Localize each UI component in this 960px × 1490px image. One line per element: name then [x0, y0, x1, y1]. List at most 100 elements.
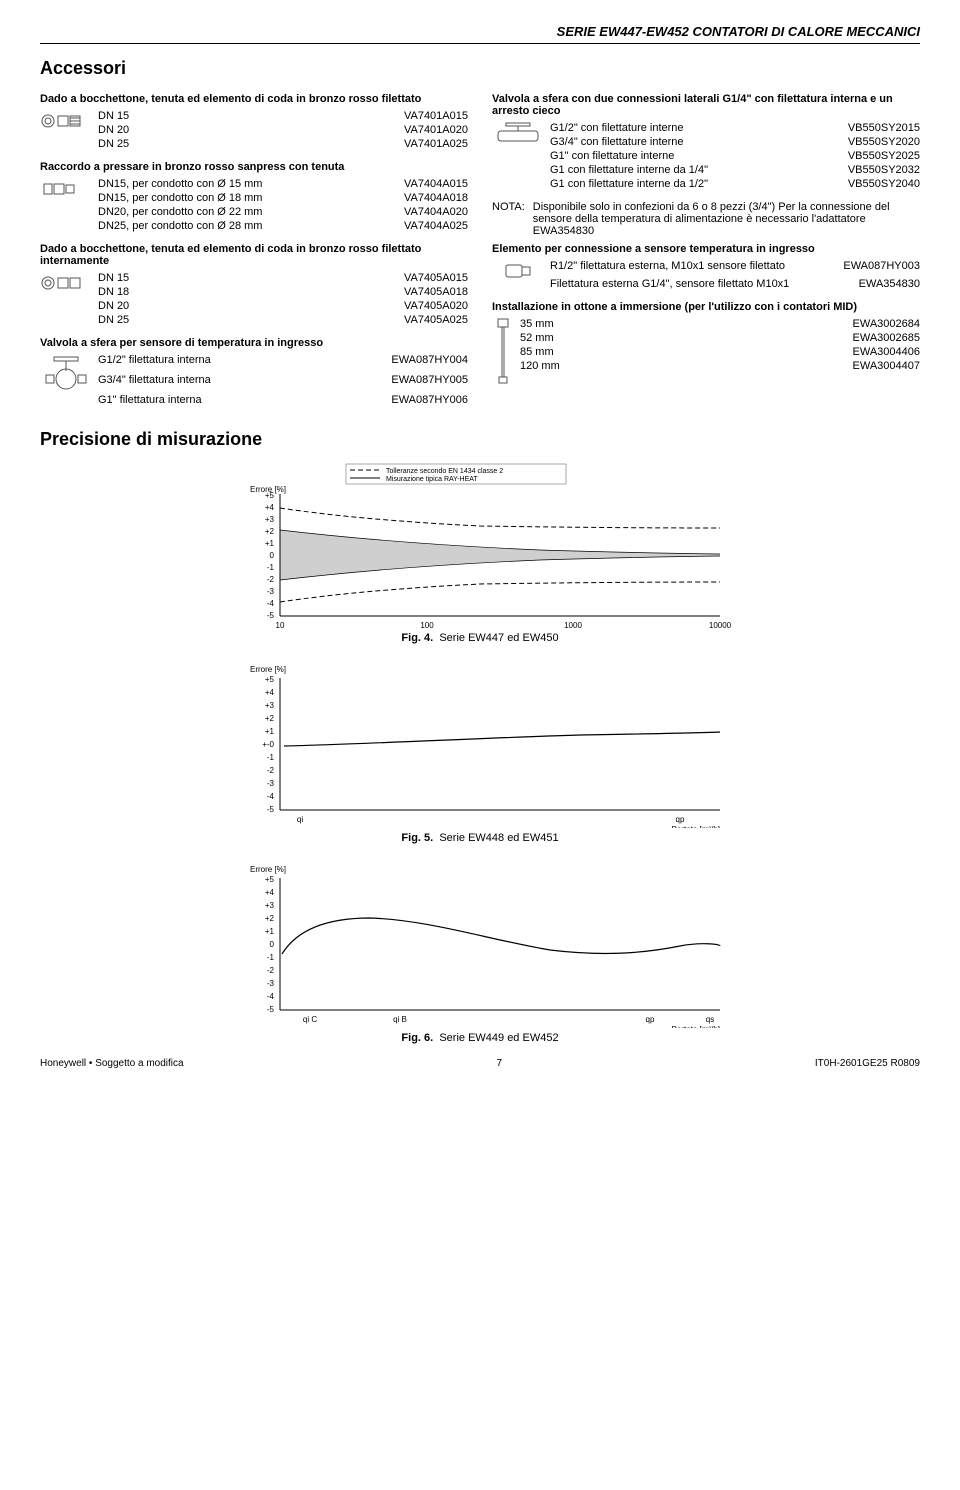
- svg-text:10000: 10000: [709, 621, 732, 628]
- right-b2-title: Elemento per connessione a sensore tempe…: [492, 243, 920, 255]
- immersion-sleeve-icon: [492, 317, 514, 387]
- list-item: G1 con filettature interne da 1/4"VB550S…: [550, 163, 920, 177]
- footer-left: Honeywell • Soggetto a modifica: [40, 1058, 184, 1069]
- svg-text:+2: +2: [265, 527, 275, 536]
- svg-text:qp: qp: [676, 815, 685, 824]
- svg-text:+3: +3: [265, 701, 275, 710]
- svg-text:-2: -2: [267, 575, 275, 584]
- nota-tag: NOTA:: [492, 201, 525, 237]
- svg-text:-4: -4: [267, 599, 275, 608]
- right-b1-title: Valvola a sfera con due connessioni late…: [492, 93, 920, 117]
- list-item: 85 mmEWA3004406: [520, 345, 920, 359]
- left-b2-title: Raccordo a pressare in bronzo rosso sanp…: [40, 161, 468, 173]
- left-b1-title: Dado a bocchettone, tenuta ed elemento d…: [40, 93, 468, 105]
- svg-text:qi B: qi B: [393, 1015, 407, 1024]
- svg-text:Errore [%]: Errore [%]: [250, 865, 286, 874]
- list-item: Filettatura esterna G1/4", sensore filet…: [550, 277, 920, 291]
- chart-fig6: Errore [%] +5 +4 +3 +2 +1 0 -1 -2 -3 -4 …: [200, 858, 760, 1028]
- press-fitting-icon: [40, 177, 92, 201]
- svg-text:-2: -2: [267, 966, 275, 975]
- svg-text:-5: -5: [267, 611, 275, 620]
- ball-valve-icon: [40, 353, 92, 401]
- svg-text:+5: +5: [265, 675, 275, 684]
- svg-text:+1: +1: [265, 539, 275, 548]
- svg-text:-3: -3: [267, 979, 275, 988]
- svg-text:-3: -3: [267, 587, 275, 596]
- left-b3-title: Dado a bocchettone, tenuta ed elemento d…: [40, 243, 468, 267]
- svg-text:-2: -2: [267, 766, 275, 775]
- svg-text:Portata [m³/h]: Portata [m³/h]: [672, 825, 720, 828]
- svg-text:-4: -4: [267, 992, 275, 1001]
- list-item: G1" filettatura internaEWA087HY006: [98, 393, 468, 407]
- list-item: G3/4" con filettature interneVB550SY2020: [550, 135, 920, 149]
- svg-text:qi: qi: [297, 815, 303, 824]
- nota-block: NOTA: Disponibile solo in confezioni da …: [492, 201, 920, 237]
- chart-fig4: Tolleranze secondo EN 1434 classe 2 Misu…: [200, 458, 760, 628]
- svg-text:+-0: +-0: [262, 740, 274, 749]
- svg-text:+3: +3: [265, 901, 275, 910]
- svg-text:Tolleranze secondo EN 1434 cla: Tolleranze secondo EN 1434 classe 2: [386, 468, 503, 475]
- fitting-internal-icon: [40, 271, 92, 295]
- list-item: DN15, per condotto con Ø 15 mmVA7404A015: [98, 177, 468, 191]
- footer-page-number: 7: [496, 1058, 502, 1069]
- list-item: DN20, per condotto con Ø 22 mmVA7404A020: [98, 205, 468, 219]
- svg-text:Errore [%]: Errore [%]: [250, 485, 286, 494]
- list-item: DN25, per condotto con Ø 28 mmVA7404A025: [98, 219, 468, 233]
- nota-text: Disponibile solo in confezioni da 6 o 8 …: [533, 201, 920, 237]
- section-precisione-title: Precisione di misurazione: [40, 429, 920, 450]
- list-item: R1/2" filettatura esterna, M10x1 sensore…: [550, 259, 920, 273]
- ball-valve-dual-icon: [492, 121, 544, 145]
- svg-text:+1: +1: [265, 727, 275, 736]
- list-item: DN 25VA7405A025: [98, 313, 468, 327]
- list-item: DN 20VA7401A020: [98, 123, 468, 137]
- svg-text:1000: 1000: [564, 621, 582, 628]
- fig5-caption: Fig. 5. Serie EW448 ed EW451: [40, 832, 920, 844]
- svg-text:+2: +2: [265, 914, 275, 923]
- svg-text:+3: +3: [265, 515, 275, 524]
- list-item: G1 con filettature interne da 1/2"VB550S…: [550, 177, 920, 191]
- chart-fig5: Errore [%] +5 +4 +3 +2 +1 +-0 -1 -2 -3 -…: [200, 658, 760, 828]
- svg-text:Errore [%]: Errore [%]: [250, 665, 286, 674]
- fig6-caption: Fig. 6. Serie EW449 ed EW452: [40, 1032, 920, 1044]
- list-item: 35 mmEWA3002684: [520, 317, 920, 331]
- svg-text:100: 100: [420, 621, 434, 628]
- svg-text:+5: +5: [265, 875, 275, 884]
- left-b4-title: Valvola a sfera per sensore di temperatu…: [40, 337, 468, 349]
- svg-text:-5: -5: [267, 1005, 275, 1014]
- list-item: DN 25VA7401A025: [98, 137, 468, 151]
- list-item: DN 15VA7401A015: [98, 109, 468, 123]
- list-item: 120 mmEWA3004407: [520, 359, 920, 373]
- svg-text:+4: +4: [265, 688, 275, 697]
- svg-text:Portata [m³/h]: Portata [m³/h]: [672, 1025, 720, 1028]
- doc-header: SERIE EW447-EW452 CONTATORI DI CALORE ME…: [40, 24, 920, 44]
- list-item: DN 18VA7405A018: [98, 285, 468, 299]
- list-item: G1" con filettature interneVB550SY2025: [550, 149, 920, 163]
- svg-text:+4: +4: [265, 503, 275, 512]
- footer-right: IT0H-2601GE25 R0809: [815, 1058, 920, 1069]
- svg-text:-5: -5: [267, 805, 275, 814]
- list-item: DN 20VA7405A020: [98, 299, 468, 313]
- svg-text:-1: -1: [267, 563, 275, 572]
- svg-text:+4: +4: [265, 888, 275, 897]
- list-item: G1/2" con filettature interneVB550SY2015: [550, 121, 920, 135]
- fig4-caption: Fig. 4. Serie EW447 ed EW450: [40, 632, 920, 644]
- sensor-connector-icon: [492, 259, 544, 283]
- svg-text:qp: qp: [646, 1015, 655, 1024]
- svg-text:0: 0: [270, 940, 275, 949]
- list-item: G1/2" filettatura internaEWA087HY004: [98, 353, 468, 367]
- fitting-icon: [40, 109, 92, 133]
- svg-text:+2: +2: [265, 714, 275, 723]
- list-item: 52 mmEWA3002685: [520, 331, 920, 345]
- page-footer: Honeywell • Soggetto a modifica 7 IT0H-2…: [40, 1058, 920, 1069]
- svg-text:10: 10: [276, 621, 285, 628]
- svg-text:-4: -4: [267, 792, 275, 801]
- svg-text:qs: qs: [706, 1015, 714, 1024]
- svg-text:-3: -3: [267, 779, 275, 788]
- list-item: DN15, per condotto con Ø 18 mmVA7404A018: [98, 191, 468, 205]
- list-item: DN 15VA7405A015: [98, 271, 468, 285]
- svg-text:-1: -1: [267, 753, 275, 762]
- svg-text:Misurazione tipica RAY-HEAT: Misurazione tipica RAY-HEAT: [386, 476, 478, 483]
- section-accessori-title: Accessori: [40, 58, 920, 79]
- right-b3-title: Installazione in ottone a immersione (pe…: [492, 301, 920, 313]
- svg-text:-1: -1: [267, 953, 275, 962]
